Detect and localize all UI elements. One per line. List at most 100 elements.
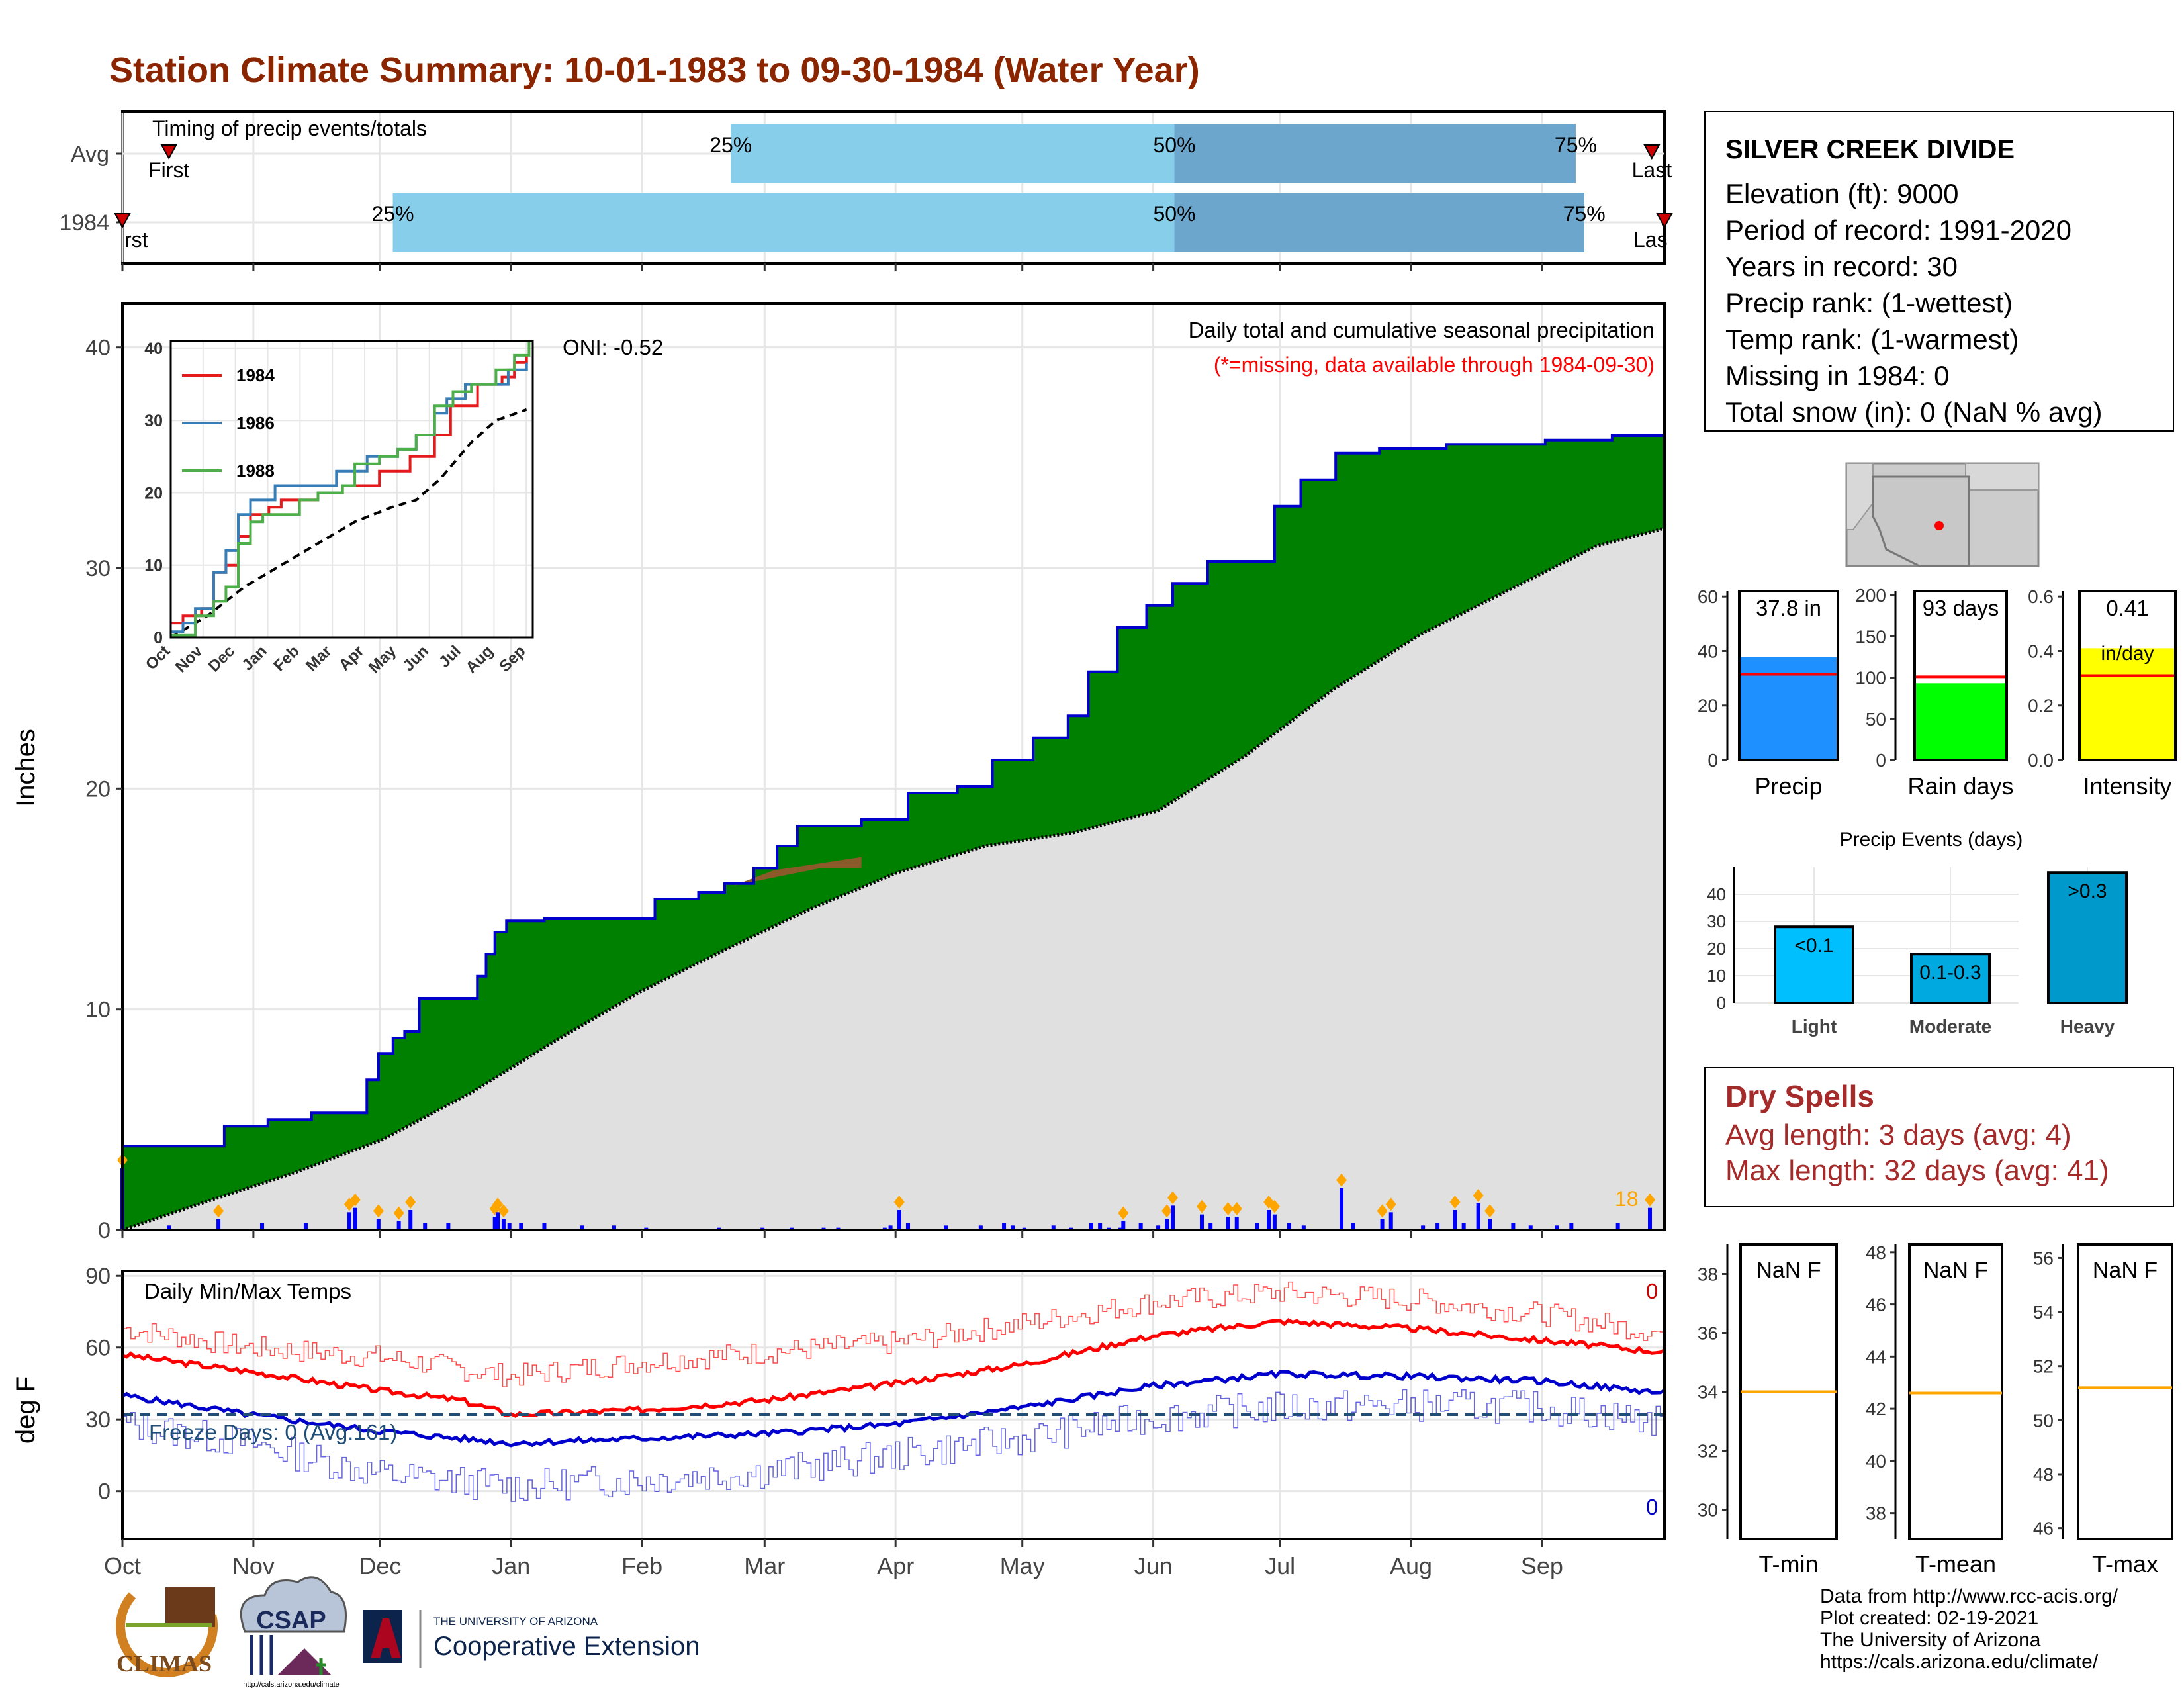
- temp-box-tick-label: 30: [1698, 1500, 1718, 1521]
- heavy-event-marker: [393, 1206, 404, 1220]
- station-location-dot: [1934, 521, 1944, 530]
- timing-row-label: Avg: [71, 142, 109, 167]
- daily-precip-bar: [1208, 1223, 1213, 1230]
- daily-precip-bar: [1156, 1225, 1161, 1230]
- daily-precip-bar: [1287, 1223, 1291, 1230]
- daily-precip-bar: [1615, 1223, 1620, 1230]
- mini-bar-tick-label: 0.4: [2028, 641, 2054, 661]
- inset-average-line: [169, 408, 527, 639]
- precip-y-tick-label: 40: [85, 336, 111, 361]
- daily-precip-bar: [1200, 1214, 1204, 1230]
- precip-events-bar-label: >0.3: [2068, 880, 2107, 902]
- daily-precip-bar: [507, 1223, 512, 1230]
- temp-y-axis-label: deg F: [11, 1376, 40, 1444]
- climas-sun-arc: [116, 1592, 218, 1677]
- temp-count-top: 0: [1646, 1279, 1658, 1303]
- daily-precip-bar: [492, 1217, 497, 1230]
- precip-events-bar-label: <0.1: [1794, 935, 1833, 957]
- heavy-event-marker: [1377, 1204, 1388, 1218]
- month-tick-label: Apr: [877, 1552, 914, 1579]
- inset-legend-label: 1986: [236, 413, 275, 433]
- daily-precip-bar: [580, 1225, 584, 1230]
- daily-precip-bar: [1301, 1225, 1306, 1230]
- daily-precip-bar: [897, 1210, 901, 1230]
- mini-bar-value-label: 37.8 in: [1756, 596, 1821, 620]
- heavy-event-marker: [1473, 1189, 1484, 1202]
- precip-events-tick-label: 20: [1707, 939, 1726, 959]
- csap-url: http://cals.arizona.edu/climate: [243, 1681, 340, 1688]
- average-min-temp-line: [121, 1370, 1666, 1448]
- daily-precip-bar: [944, 1225, 948, 1230]
- temp-box-frame: [2077, 1243, 2173, 1540]
- timing-first-label-row2: rst: [124, 228, 148, 252]
- precip-events-tick-label: 30: [1707, 912, 1726, 931]
- temp-box-tick-label: 56: [2033, 1248, 2054, 1268]
- precip-y-tick-label: 30: [85, 556, 111, 581]
- average-cumulative-area: [122, 528, 1664, 1230]
- precip-events-category: Moderate: [1909, 1016, 1991, 1037]
- mini-bar-category-label: Rain days: [1907, 773, 2013, 800]
- climas-logo: CLIMAS: [116, 1587, 218, 1677]
- daily-precip-bar: [396, 1221, 401, 1230]
- daily-precip-bar: [1340, 1188, 1344, 1230]
- mini-bar-tick-label: 0: [1876, 750, 1886, 771]
- timing-marker: [160, 144, 177, 160]
- daily-precip-bar: [376, 1219, 381, 1230]
- precip-y-tick-label: 20: [85, 776, 111, 802]
- climas-block: [165, 1587, 215, 1627]
- daily-min-temp-line: [122, 1389, 1665, 1502]
- daily-precip-bar: [1511, 1223, 1516, 1230]
- heavy-event-marker: [1645, 1193, 1656, 1207]
- temp-count-bottom: 0: [1646, 1495, 1658, 1519]
- temp-box-tick-label: 40: [1866, 1451, 1886, 1472]
- csap-logo: CSAP http://cals.arizona.edu/climate: [240, 1576, 347, 1688]
- mini-bar-tick-label: 0: [1707, 750, 1718, 771]
- temp-plot-label: Daily Min/Max Temps: [144, 1279, 351, 1303]
- station-temp-rank: Temp rank: (1-warmest): [1725, 324, 2019, 355]
- daily-precip-bar: [1388, 1212, 1393, 1230]
- daily-precip-bar: [1555, 1225, 1559, 1230]
- mini-bar-category-label: Precip: [1754, 773, 1822, 800]
- timing-bar-early: [392, 193, 1175, 252]
- station-total-snow: Total snow (in): 0 (NaN % avg): [1725, 397, 2103, 428]
- temp-box-tick-label: 38: [1866, 1503, 1886, 1524]
- freeze-days-label: Freeze Days: 0 (Avg:161): [149, 1420, 397, 1444]
- ua-letter-a: [371, 1618, 401, 1658]
- station-years: Years in record: 30: [1725, 251, 1958, 282]
- csap-cactus: [316, 1658, 326, 1675]
- daily-max-temp-line: [122, 1281, 1665, 1387]
- daily-precip-bar: [1098, 1223, 1103, 1230]
- precip-events-bar-label: 0.1-0.3: [1919, 962, 1981, 984]
- daily-precip-bar: [1461, 1223, 1466, 1230]
- month-tick-label: Mar: [744, 1552, 785, 1579]
- month-tick-label: Aug: [1390, 1552, 1432, 1579]
- mini-bar-value: [1739, 657, 1838, 760]
- month-tick-label: Jun: [1134, 1552, 1173, 1579]
- figure-title: Station Climate Summary: 10-01-1983 to 0…: [109, 50, 1200, 90]
- temp-box-value-label: NaN F: [1923, 1258, 1988, 1283]
- footer-line-1: Data from http://www.rcc-acis.org/: [1820, 1585, 2118, 1607]
- timing-bar-late: [1174, 124, 1576, 183]
- climas-wordmark: CLIMAS: [116, 1650, 212, 1677]
- daily-precip-bar: [612, 1225, 616, 1230]
- temp-box-tick-label: 42: [1866, 1399, 1886, 1419]
- precip-events-title: Precip Events (days): [1840, 829, 2023, 851]
- daily-precip-bar: [446, 1223, 451, 1230]
- precip-y-tick-label: 10: [85, 998, 111, 1023]
- mini-bar-value-label: 0.41: [2106, 596, 2148, 620]
- daily-precip-bar: [1648, 1207, 1653, 1230]
- daily-precip-bar: [1002, 1223, 1007, 1230]
- ua-small-text: THE UNIVERSITY OF ARIZONA: [433, 1615, 598, 1628]
- heavy-event-count: 18: [1615, 1187, 1639, 1211]
- precip-plot-frame: [121, 302, 1666, 1231]
- daily-precip-bar: [888, 1225, 893, 1230]
- university-of-arizona-logo: THE UNIVERSITY OF ARIZONA Cooperative Ext…: [363, 1610, 700, 1668]
- daily-precip-bar: [1476, 1203, 1480, 1230]
- heavy-event-marker: [1197, 1199, 1207, 1213]
- heavy-event-marker: [1385, 1197, 1396, 1211]
- mini-bar-value: [2079, 648, 2175, 760]
- temp-box-tick-label: 32: [1698, 1441, 1718, 1462]
- inset-legend-label: 1984: [236, 365, 275, 385]
- temp-y-tick-label: 60: [85, 1336, 111, 1361]
- csap-cloud: [240, 1576, 347, 1633]
